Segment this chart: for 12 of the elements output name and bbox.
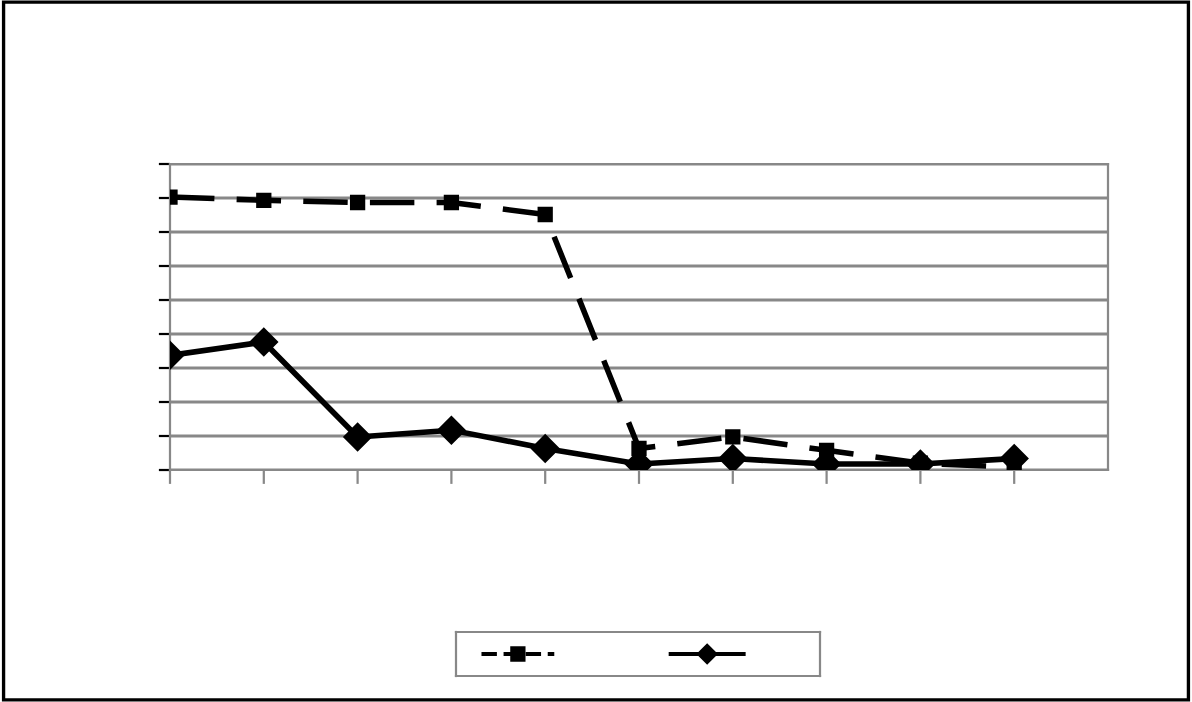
point	[537, 206, 553, 223]
point	[343, 422, 372, 452]
point	[443, 194, 460, 211]
point	[249, 327, 278, 357]
point	[631, 440, 647, 457]
point	[437, 415, 466, 445]
point	[349, 194, 366, 211]
point	[725, 429, 741, 445]
point	[256, 192, 272, 208]
point	[531, 434, 560, 463]
point	[818, 442, 835, 458]
point	[718, 444, 747, 470]
